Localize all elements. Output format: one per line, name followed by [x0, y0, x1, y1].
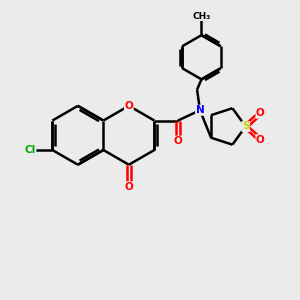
Text: CH₃: CH₃: [192, 11, 211, 20]
Text: O: O: [256, 108, 265, 118]
Text: O: O: [124, 101, 133, 111]
Text: S: S: [242, 122, 249, 131]
Text: O: O: [173, 136, 182, 146]
Text: Cl: Cl: [25, 145, 36, 155]
Text: N: N: [196, 105, 204, 115]
Text: O: O: [256, 135, 265, 145]
Text: O: O: [124, 182, 133, 192]
